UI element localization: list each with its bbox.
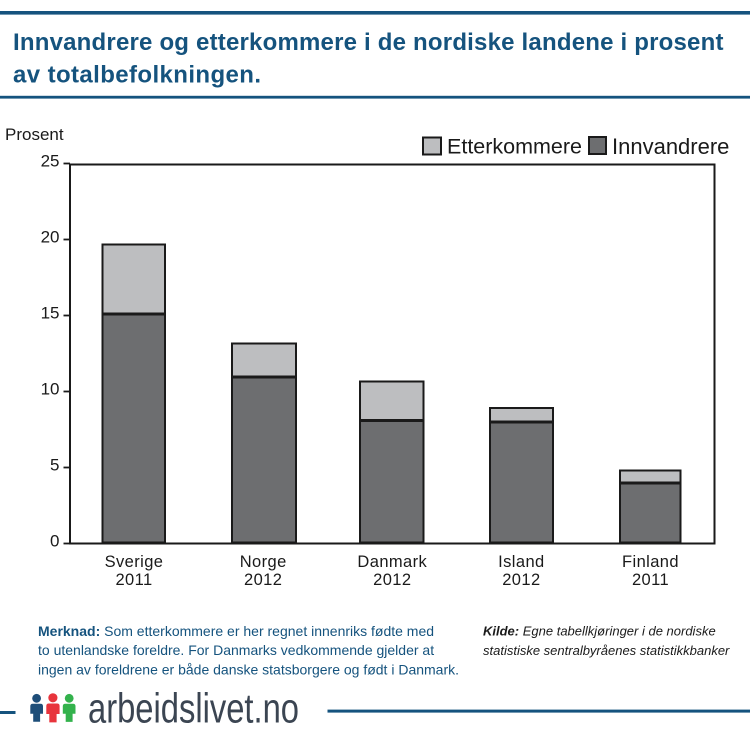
svg-text:2012: 2012 bbox=[502, 571, 540, 589]
svg-text:2012: 2012 bbox=[244, 571, 282, 589]
svg-text:arbeidslivet.no: arbeidslivet.no bbox=[88, 685, 299, 731]
svg-text:25: 25 bbox=[41, 152, 60, 171]
svg-text:5: 5 bbox=[50, 456, 59, 475]
svg-text:2012: 2012 bbox=[373, 571, 411, 589]
svg-text:Etterkommere: Etterkommere bbox=[447, 135, 582, 159]
svg-text:2011: 2011 bbox=[632, 571, 669, 589]
svg-text:2011: 2011 bbox=[115, 571, 152, 589]
svg-text:Innvandrere: Innvandrere bbox=[612, 134, 729, 159]
svg-text:Island: Island bbox=[498, 553, 544, 571]
svg-text:10: 10 bbox=[41, 380, 60, 399]
svg-text:Norge: Norge bbox=[240, 553, 287, 571]
svg-text:15: 15 bbox=[41, 304, 60, 323]
svg-text:statistiske sentralbyråenes st: statistiske sentralbyråenes statistikkba… bbox=[483, 643, 730, 658]
svg-text:Sverige: Sverige bbox=[105, 553, 164, 571]
svg-text:Danmark: Danmark bbox=[357, 553, 427, 571]
svg-text:Prosent: Prosent bbox=[5, 125, 64, 144]
svg-text:Finland: Finland bbox=[622, 553, 679, 571]
svg-text:ingen av foreldrene er både da: ingen av foreldrene er både danske stats… bbox=[38, 662, 459, 678]
svg-text:Kilde: Egne tabellkjøringer i: Kilde: Egne tabellkjøringer i de nordisk… bbox=[483, 624, 716, 639]
svg-text:20: 20 bbox=[41, 228, 60, 247]
svg-text:av totalbefolkningen.: av totalbefolkningen. bbox=[13, 62, 261, 89]
svg-text:0: 0 bbox=[50, 532, 59, 551]
svg-text:Merknad: Som etterkommere er h: Merknad: Som etterkommere er her regnet … bbox=[38, 623, 434, 639]
svg-text:Innvandrere og etterkommere i: Innvandrere og etterkommere i de nordisk… bbox=[13, 29, 724, 56]
svg-text:to utenlandske foreldre. For D: to utenlandske foreldre. For Danmarks ve… bbox=[38, 642, 434, 658]
